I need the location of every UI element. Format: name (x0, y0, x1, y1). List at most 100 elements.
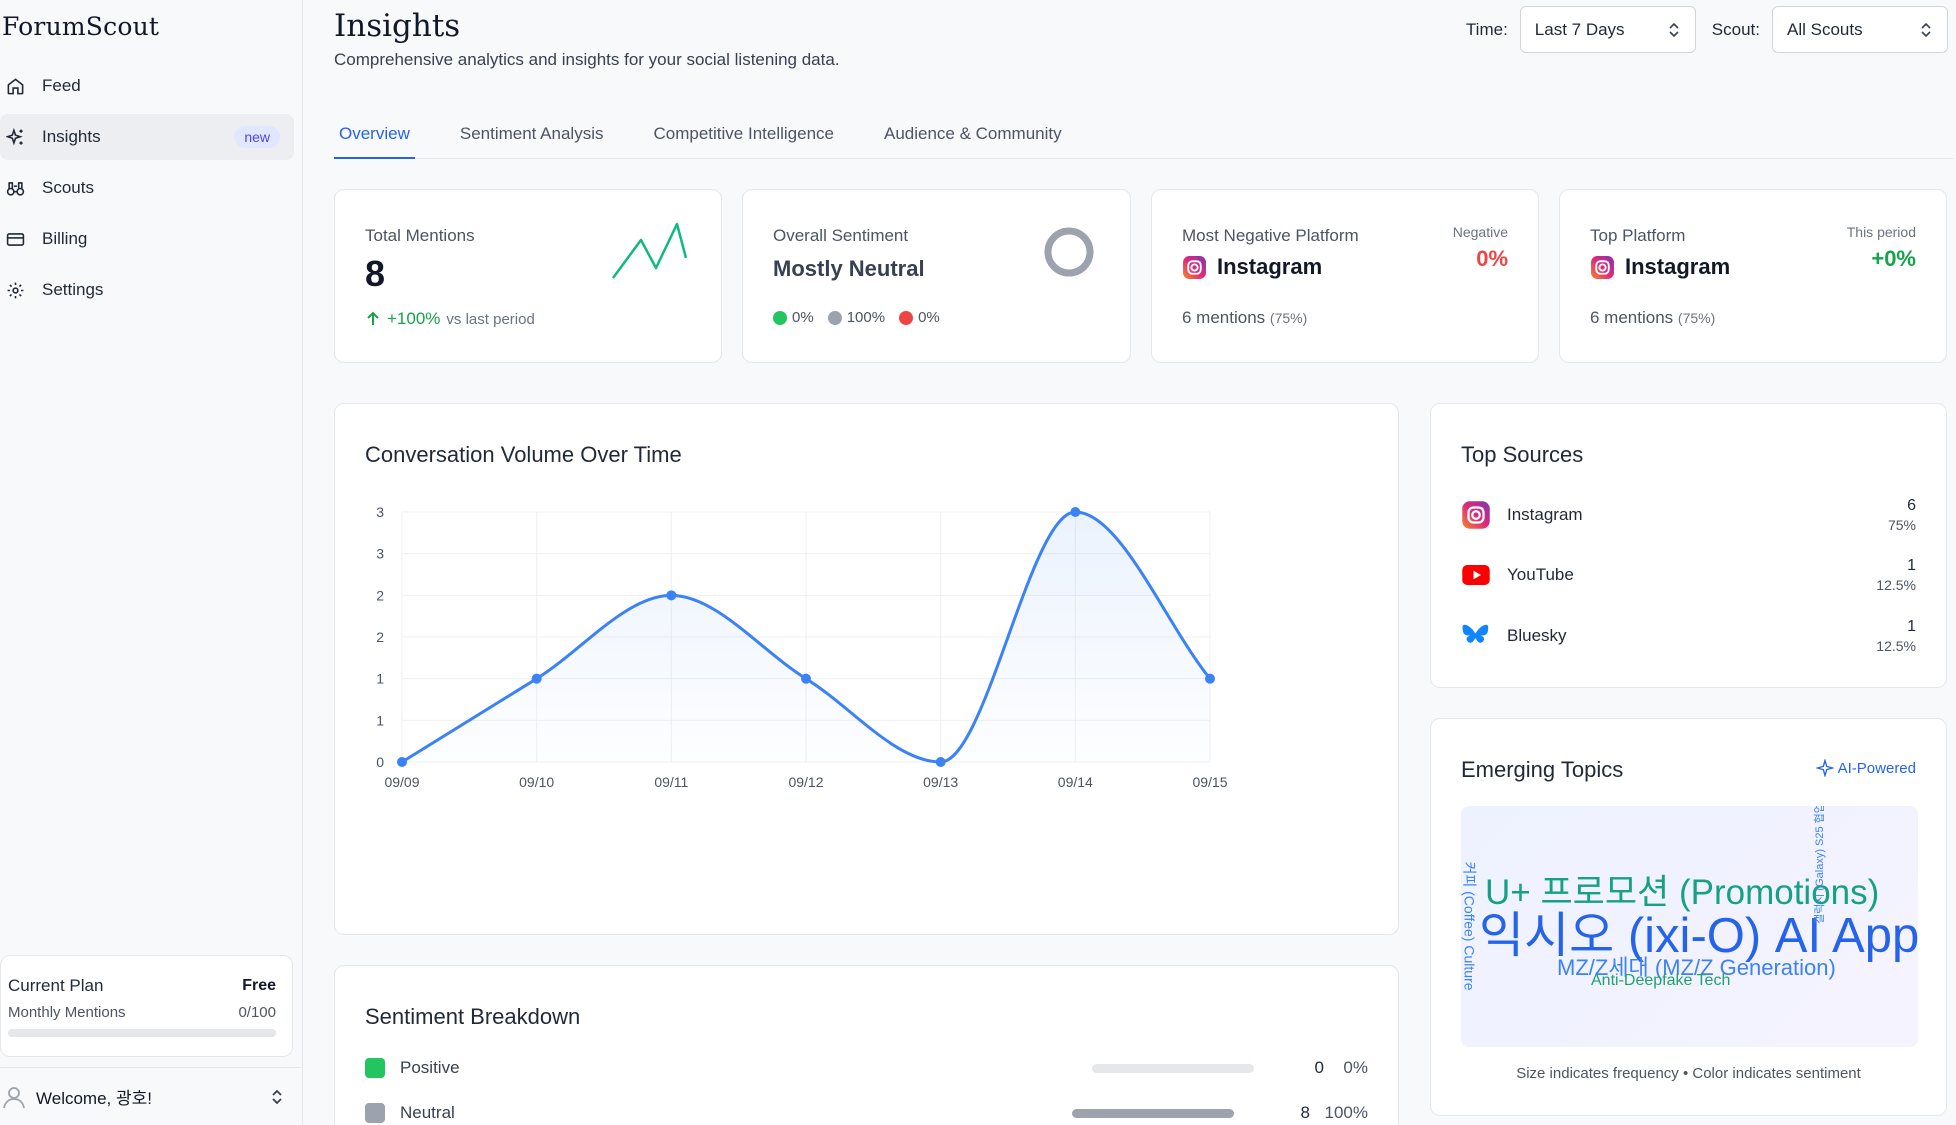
main-content: Insights Comprehensive analytics and ins… (304, 0, 1956, 1125)
time-select[interactable]: Last 7 Days (1519, 6, 1696, 53)
insights-tabs: Overview Sentiment Analysis Competitive … (334, 112, 1954, 159)
emerging-topics-card: Emerging Topics AI-Powered U+ 프로모션 (Prom… (1430, 718, 1947, 1116)
positive-count: 0 (1314, 1058, 1324, 1077)
y-tick-label: 2 (376, 587, 384, 603)
top-sources-card: Top Sources Instagram 6 75% YouTube 1 12.5… (1430, 403, 1947, 688)
avatar (3, 1086, 25, 1108)
source-count: 1 (1907, 557, 1916, 574)
sentiment-legend: 0% 100% 0% (773, 309, 954, 326)
negative-corner-label: Negative (1452, 224, 1508, 240)
time-select-value: Last 7 Days (1534, 19, 1625, 39)
instagram-icon (1183, 255, 1206, 279)
sidebar-item-feed[interactable]: Feed (0, 63, 294, 109)
neutral-bar (1072, 1109, 1234, 1118)
binoculars-icon (4, 177, 26, 199)
data-point (801, 673, 811, 684)
total-mentions-value: 8 (365, 253, 386, 294)
x-tick-label: 09/11 (654, 774, 688, 790)
arrow-up-icon (367, 311, 379, 325)
scout-select[interactable]: All Scouts (1772, 6, 1948, 53)
sidebar-item-label: Settings (42, 280, 104, 299)
tab-competitive-intelligence[interactable]: Competitive Intelligence (653, 124, 834, 143)
tab-audience-community[interactable]: Audience & Community (883, 124, 1062, 143)
new-badge: new (234, 126, 280, 148)
overall-sentiment-card: Overall Sentiment Mostly Neutral 0% 100%… (742, 189, 1131, 363)
total-mentions-label: Total Mentions (365, 226, 475, 245)
sidebar-item-settings[interactable]: Settings (0, 267, 294, 313)
page-title: Insights (334, 8, 461, 44)
word-cloud-footer: Size indicates frequency • Color indicat… (1516, 1065, 1861, 1082)
sentiment-row-positive: Positive 0 0% (365, 1053, 1368, 1083)
page-subtitle: Comprehensive analytics and insights for… (334, 50, 840, 69)
source-pct: 12.5% (1876, 638, 1916, 654)
current-plan-card: Current Plan Free Monthly Mentions 0/100 (0, 955, 293, 1057)
total-mentions-card: Total Mentions 8 +100% vs last period (334, 189, 722, 363)
sidebar-item-billing[interactable]: Billing (0, 216, 294, 262)
scout-filter-label: Scout: (1711, 19, 1760, 39)
app-logo[interactable]: ForumScout (2, 12, 160, 41)
overall-sentiment-label: Overall Sentiment (773, 226, 909, 245)
neutral-swatch (365, 1103, 385, 1123)
topic-word[interactable]: Anti-Deepfake Tech (1591, 972, 1731, 989)
top-platform-label: Top Platform (1590, 226, 1686, 245)
source-row-bluesky[interactable]: Bluesky 1 12.5% (1461, 614, 1916, 658)
instagram-icon (1591, 255, 1614, 279)
scout-select-value: All Scouts (1787, 19, 1863, 39)
data-point (666, 590, 677, 601)
positive-pct: 0% (1343, 1058, 1368, 1077)
change-suffix: vs last period (446, 310, 535, 328)
topic-word[interactable]: MZ/Z세대 (MZ/Z Generation) (1557, 955, 1836, 980)
sidebar-item-label: Billing (42, 229, 88, 248)
platform-mentions: 6 mentions (75%) (1590, 308, 1716, 327)
chevron-updown-icon (1921, 22, 1931, 37)
tab-sentiment-analysis[interactable]: Sentiment Analysis (459, 124, 604, 143)
most-negative-label: Most Negative Platform (1182, 226, 1359, 245)
sidebar-item-label: Scouts (42, 178, 94, 197)
sidebar-item-insights[interactable]: Insights new (0, 114, 294, 160)
bluesky-icon (1462, 624, 1489, 643)
sentiment-breakdown-card: Sentiment Breakdown Positive 0 0% Neutra… (334, 965, 1399, 1125)
legend-negative: 0% (899, 309, 940, 326)
sparkles-icon (4, 126, 26, 148)
y-tick-label: 3 (376, 504, 384, 520)
sidebar-nav: Feed Insights new Scouts Billing Setti (0, 63, 294, 318)
volume-chart: 0 1 1 2 2 3 3 09/09 09/10 09/11 09/12 09/13 09/14 09/… (376, 504, 1228, 790)
topic-word[interactable]: U+ 프로모션 (Promotions) (1485, 873, 1880, 912)
plan-tier: Free (242, 977, 276, 994)
source-pct: 75% (1887, 517, 1916, 533)
time-filter-label: Time: (1465, 19, 1508, 39)
data-point (1205, 673, 1215, 684)
tab-overview[interactable]: Overview (334, 112, 415, 159)
sentiment-row-neutral: Neutral 8 100% (365, 1098, 1368, 1125)
sentiment-label: Positive (400, 1058, 460, 1077)
topic-word[interactable]: 커피 (Coffee) Culture (1461, 861, 1478, 991)
ai-powered-badge: AI-Powered (1815, 759, 1916, 777)
y-tick-label: 0 (376, 754, 384, 770)
platform-name: Instagram (1217, 254, 1323, 279)
youtube-icon (1462, 565, 1490, 585)
source-row-instagram[interactable]: Instagram 6 75% (1461, 493, 1916, 537)
change-value: +100% (387, 309, 441, 328)
usage-progress-bar (8, 1029, 276, 1037)
x-tick-label: 09/12 (788, 774, 823, 790)
source-name: YouTube (1507, 565, 1574, 584)
topic-word[interactable]: 갤럭시 (Galaxy) S25 협업 (Integration) (1814, 806, 1826, 924)
source-count: 1 (1907, 618, 1916, 635)
top-sources-title: Top Sources (1461, 442, 1584, 467)
data-point (1070, 507, 1081, 517)
top-platform: Instagram (1590, 254, 1730, 280)
mentions-change: +100% vs last period (365, 309, 535, 329)
x-tick-label: 09/10 (519, 774, 554, 790)
negative-corner-value: 0% (1476, 246, 1508, 271)
data-point (531, 673, 542, 684)
user-menu[interactable]: Welcome, 광호! (0, 1067, 303, 1125)
welcome-text: Welcome, 광호! (36, 1089, 152, 1108)
chart-title: Conversation Volume Over Time (365, 442, 682, 467)
positive-bar (1092, 1064, 1254, 1073)
topic-word[interactable]: 익시오 (ixi-O) AI App (1479, 909, 1918, 963)
source-pct: 12.5% (1876, 577, 1916, 593)
sidebar-item-label: Insights (42, 127, 101, 146)
sidebar-item-scouts[interactable]: Scouts (0, 165, 294, 211)
source-row-youtube[interactable]: YouTube 1 12.5% (1461, 553, 1916, 597)
chevron-updown-icon (272, 1089, 282, 1104)
